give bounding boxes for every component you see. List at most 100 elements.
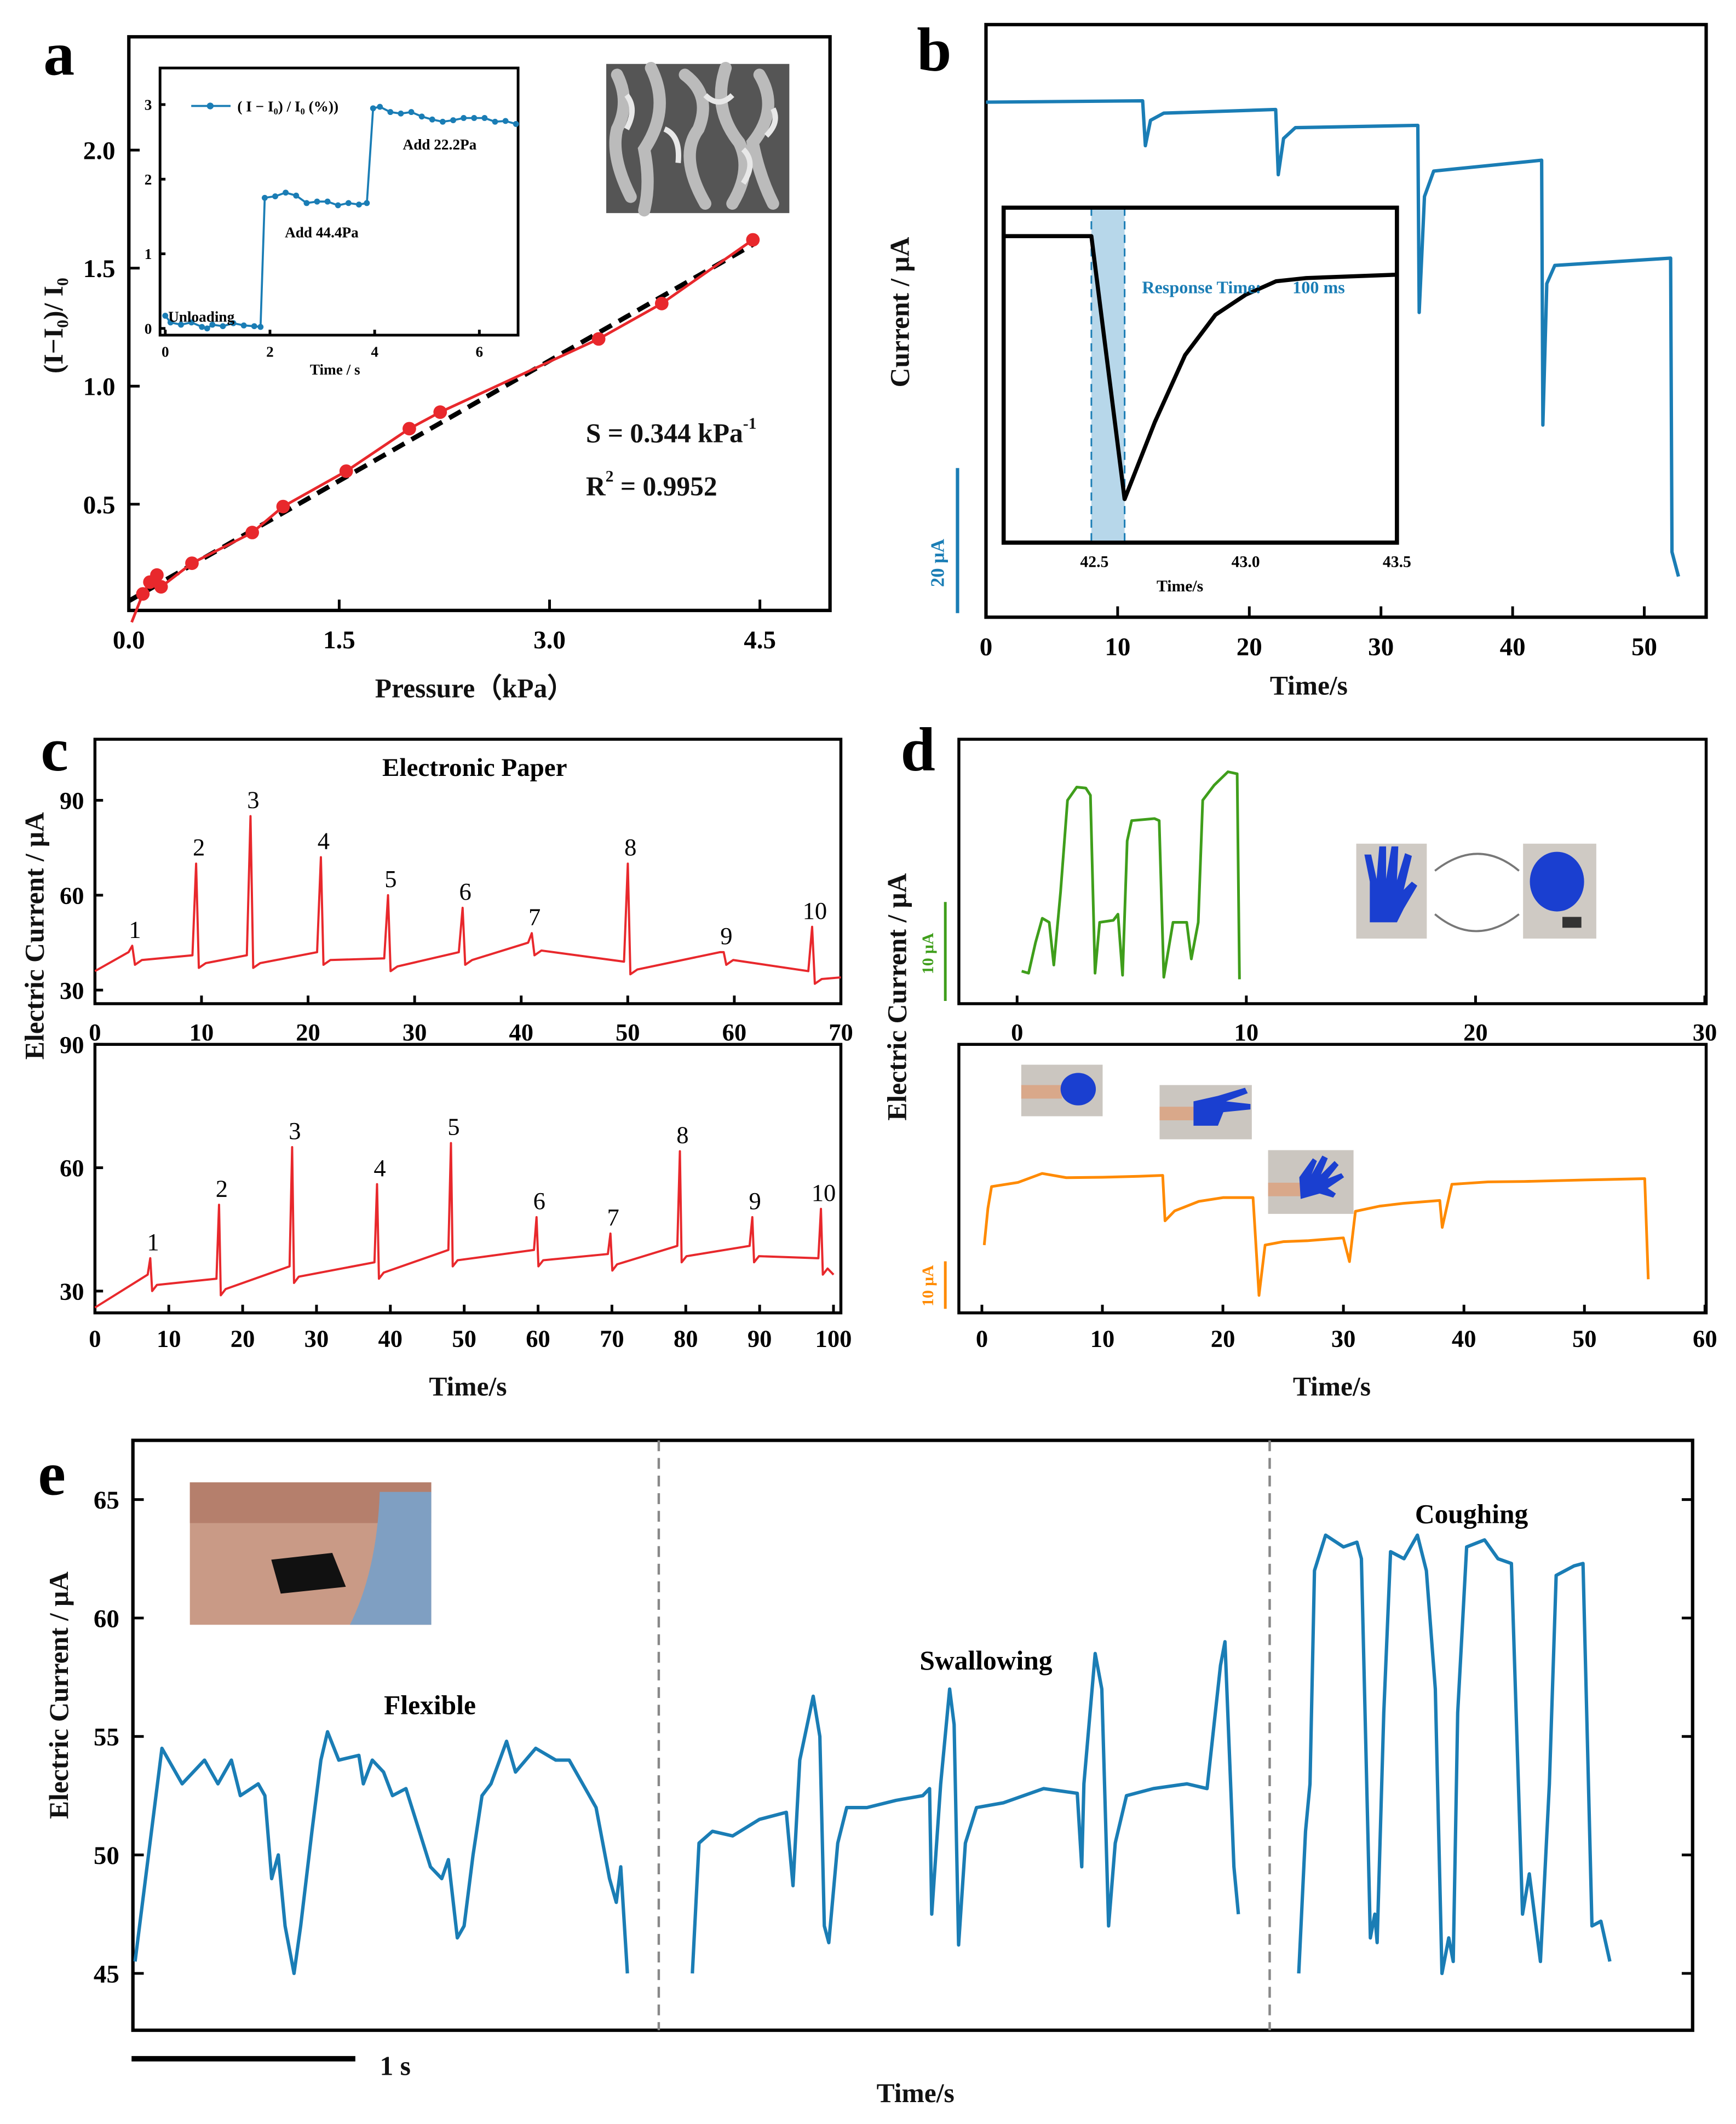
b-xtick-label: 20 [1237, 633, 1262, 661]
inset-a-point [439, 118, 446, 125]
glove-shape [1060, 1073, 1096, 1106]
inset-a-point [314, 198, 320, 205]
c-top-xtick-label: 60 [722, 1018, 747, 1046]
c-top-xtick-label: 20 [296, 1018, 320, 1046]
data-point [276, 499, 290, 514]
c-bottom-plot: 0 10 20 30 40 50 60 70 80 90 100 30 60 90 1 2 3 4 5 6 7 8 9 10 [60, 1031, 852, 1352]
glove-shape [1193, 1087, 1251, 1126]
b-inset-xlabel: Time/s [1157, 578, 1203, 595]
b-plot: 0 10 20 30 40 50 [980, 22, 1708, 661]
hand-photo-fist [1021, 1064, 1103, 1116]
peak-label: 3 [289, 1117, 301, 1144]
e-ytick-label: 50 [94, 1841, 119, 1870]
c-top-frame [93, 738, 843, 1005]
peak-label: 6 [459, 878, 471, 905]
inset-a-point [429, 116, 435, 123]
c-top-xtick-label: 10 [189, 1018, 214, 1046]
annotation-add-22: Add 22.2Pa [403, 136, 477, 153]
trace-flexible [133, 1730, 629, 1976]
b-xtick-label: 0 [980, 633, 993, 661]
peak-label: 1 [147, 1228, 159, 1256]
peak-label: 9 [749, 1187, 761, 1214]
peak-label: 3 [247, 786, 259, 814]
d-bottom-scale-label: 10 μA [919, 1265, 937, 1306]
inset-b-frame-top [1001, 205, 1399, 545]
glove-photo-open [1356, 843, 1427, 939]
inset-a-point [387, 109, 394, 116]
inset-a-point [167, 319, 174, 326]
c-bottom-xtick-label: 0 [89, 1325, 101, 1352]
d-bottom-xtick-label: 50 [1572, 1325, 1597, 1352]
arm [1021, 1085, 1062, 1099]
b-xtick-label: 50 [1631, 633, 1657, 661]
c-bottom-frame [93, 1043, 843, 1315]
e-xlabel: Time/s [877, 2078, 955, 2108]
a-inset-ytick-label: 1 [145, 246, 152, 262]
b-xlabel: Time/s [1270, 670, 1348, 700]
d-bottom-xtick-label: 60 [1693, 1325, 1717, 1352]
peak-label: 10 [803, 897, 827, 924]
inset-a-point [261, 194, 268, 201]
d-top-xtick-label: 0 [1011, 1018, 1023, 1046]
data-point [339, 464, 353, 478]
data-point [185, 556, 199, 570]
arm [1159, 1107, 1198, 1120]
b-ylabel: Current / μA [884, 237, 915, 387]
data-point [591, 332, 606, 346]
panel-label-e: e [38, 1439, 66, 1509]
d-top-plot: 0 10 20 30 [957, 738, 1717, 1046]
e-ytick-label: 55 [94, 1723, 119, 1752]
b-scale-label: 20 μA [928, 539, 949, 587]
r2-value: = 0.9952 [614, 471, 717, 501]
c-bottom-ytick-label: 90 [60, 1031, 84, 1058]
inset-a-point [377, 103, 383, 110]
inset-a-legend: ( I − I₀) / I₀ (%)) [237, 98, 338, 114]
c-bottom-xtick-label: 80 [674, 1325, 698, 1352]
a-ytick-label: 2.0 [83, 137, 116, 165]
d-top-trace [1021, 770, 1241, 980]
peak-label: 4 [318, 827, 330, 855]
d-top-xtick-label: 10 [1234, 1018, 1259, 1046]
d-top-frame [957, 738, 1708, 1005]
a-inset-xtick-label: 2 [266, 344, 274, 360]
d-bottom-trace [982, 1172, 1650, 1297]
inset-a-point [364, 200, 370, 206]
data-point [136, 587, 150, 601]
peak-label: 8 [624, 833, 636, 861]
inset-a-point [418, 113, 425, 120]
a-inset-xtick-label: 4 [371, 344, 378, 360]
peak-label: 5 [447, 1113, 459, 1141]
c-bottom-ytick-label: 60 [60, 1154, 84, 1182]
b-inset-plot: 42.5 43.0 43.5 [1001, 205, 1411, 571]
c-top-plot: 0 10 20 30 40 50 60 70 30 60 90 1 2 3 4 5 6 7 8 9 10 [60, 738, 853, 1046]
sem-highlights [624, 93, 778, 185]
a-xtick-label: 3.0 [533, 626, 566, 654]
e-ytick-label: 60 [94, 1604, 119, 1633]
c-xlabel: Time/s [429, 1372, 507, 1402]
arrow-forward-icon [1434, 853, 1520, 872]
inset-a-point [408, 109, 415, 116]
e-ytick-label: 45 [94, 1960, 119, 1988]
sem-image [606, 62, 790, 217]
c-bottom-trace [94, 1142, 835, 1309]
d-bottom-xtick-label: 30 [1331, 1325, 1356, 1352]
c-top-xtick-label: 30 [403, 1018, 427, 1046]
panel-label-d: d [900, 715, 935, 784]
inset-a-point [398, 110, 404, 117]
inset-a-point [513, 120, 519, 127]
peak-label: 9 [720, 922, 732, 949]
inset-a-xlabel: Time / s [310, 361, 360, 378]
collar [349, 1492, 432, 1625]
b-frame [984, 22, 1708, 619]
peak-label: 2 [193, 833, 205, 861]
inset-a-point [345, 200, 352, 206]
a-ytick-label: 0.5 [83, 491, 116, 519]
a-xtick-label: 0.0 [113, 626, 145, 654]
label-flexible: Flexible [384, 1690, 476, 1720]
b-inset-xtick-label: 42.5 [1080, 554, 1108, 571]
r2-sup: 2 [606, 468, 614, 486]
peak-label: 10 [812, 1179, 836, 1206]
e-ytick-label: 65 [94, 1486, 119, 1515]
a-xtick-label: 1.5 [323, 626, 355, 654]
